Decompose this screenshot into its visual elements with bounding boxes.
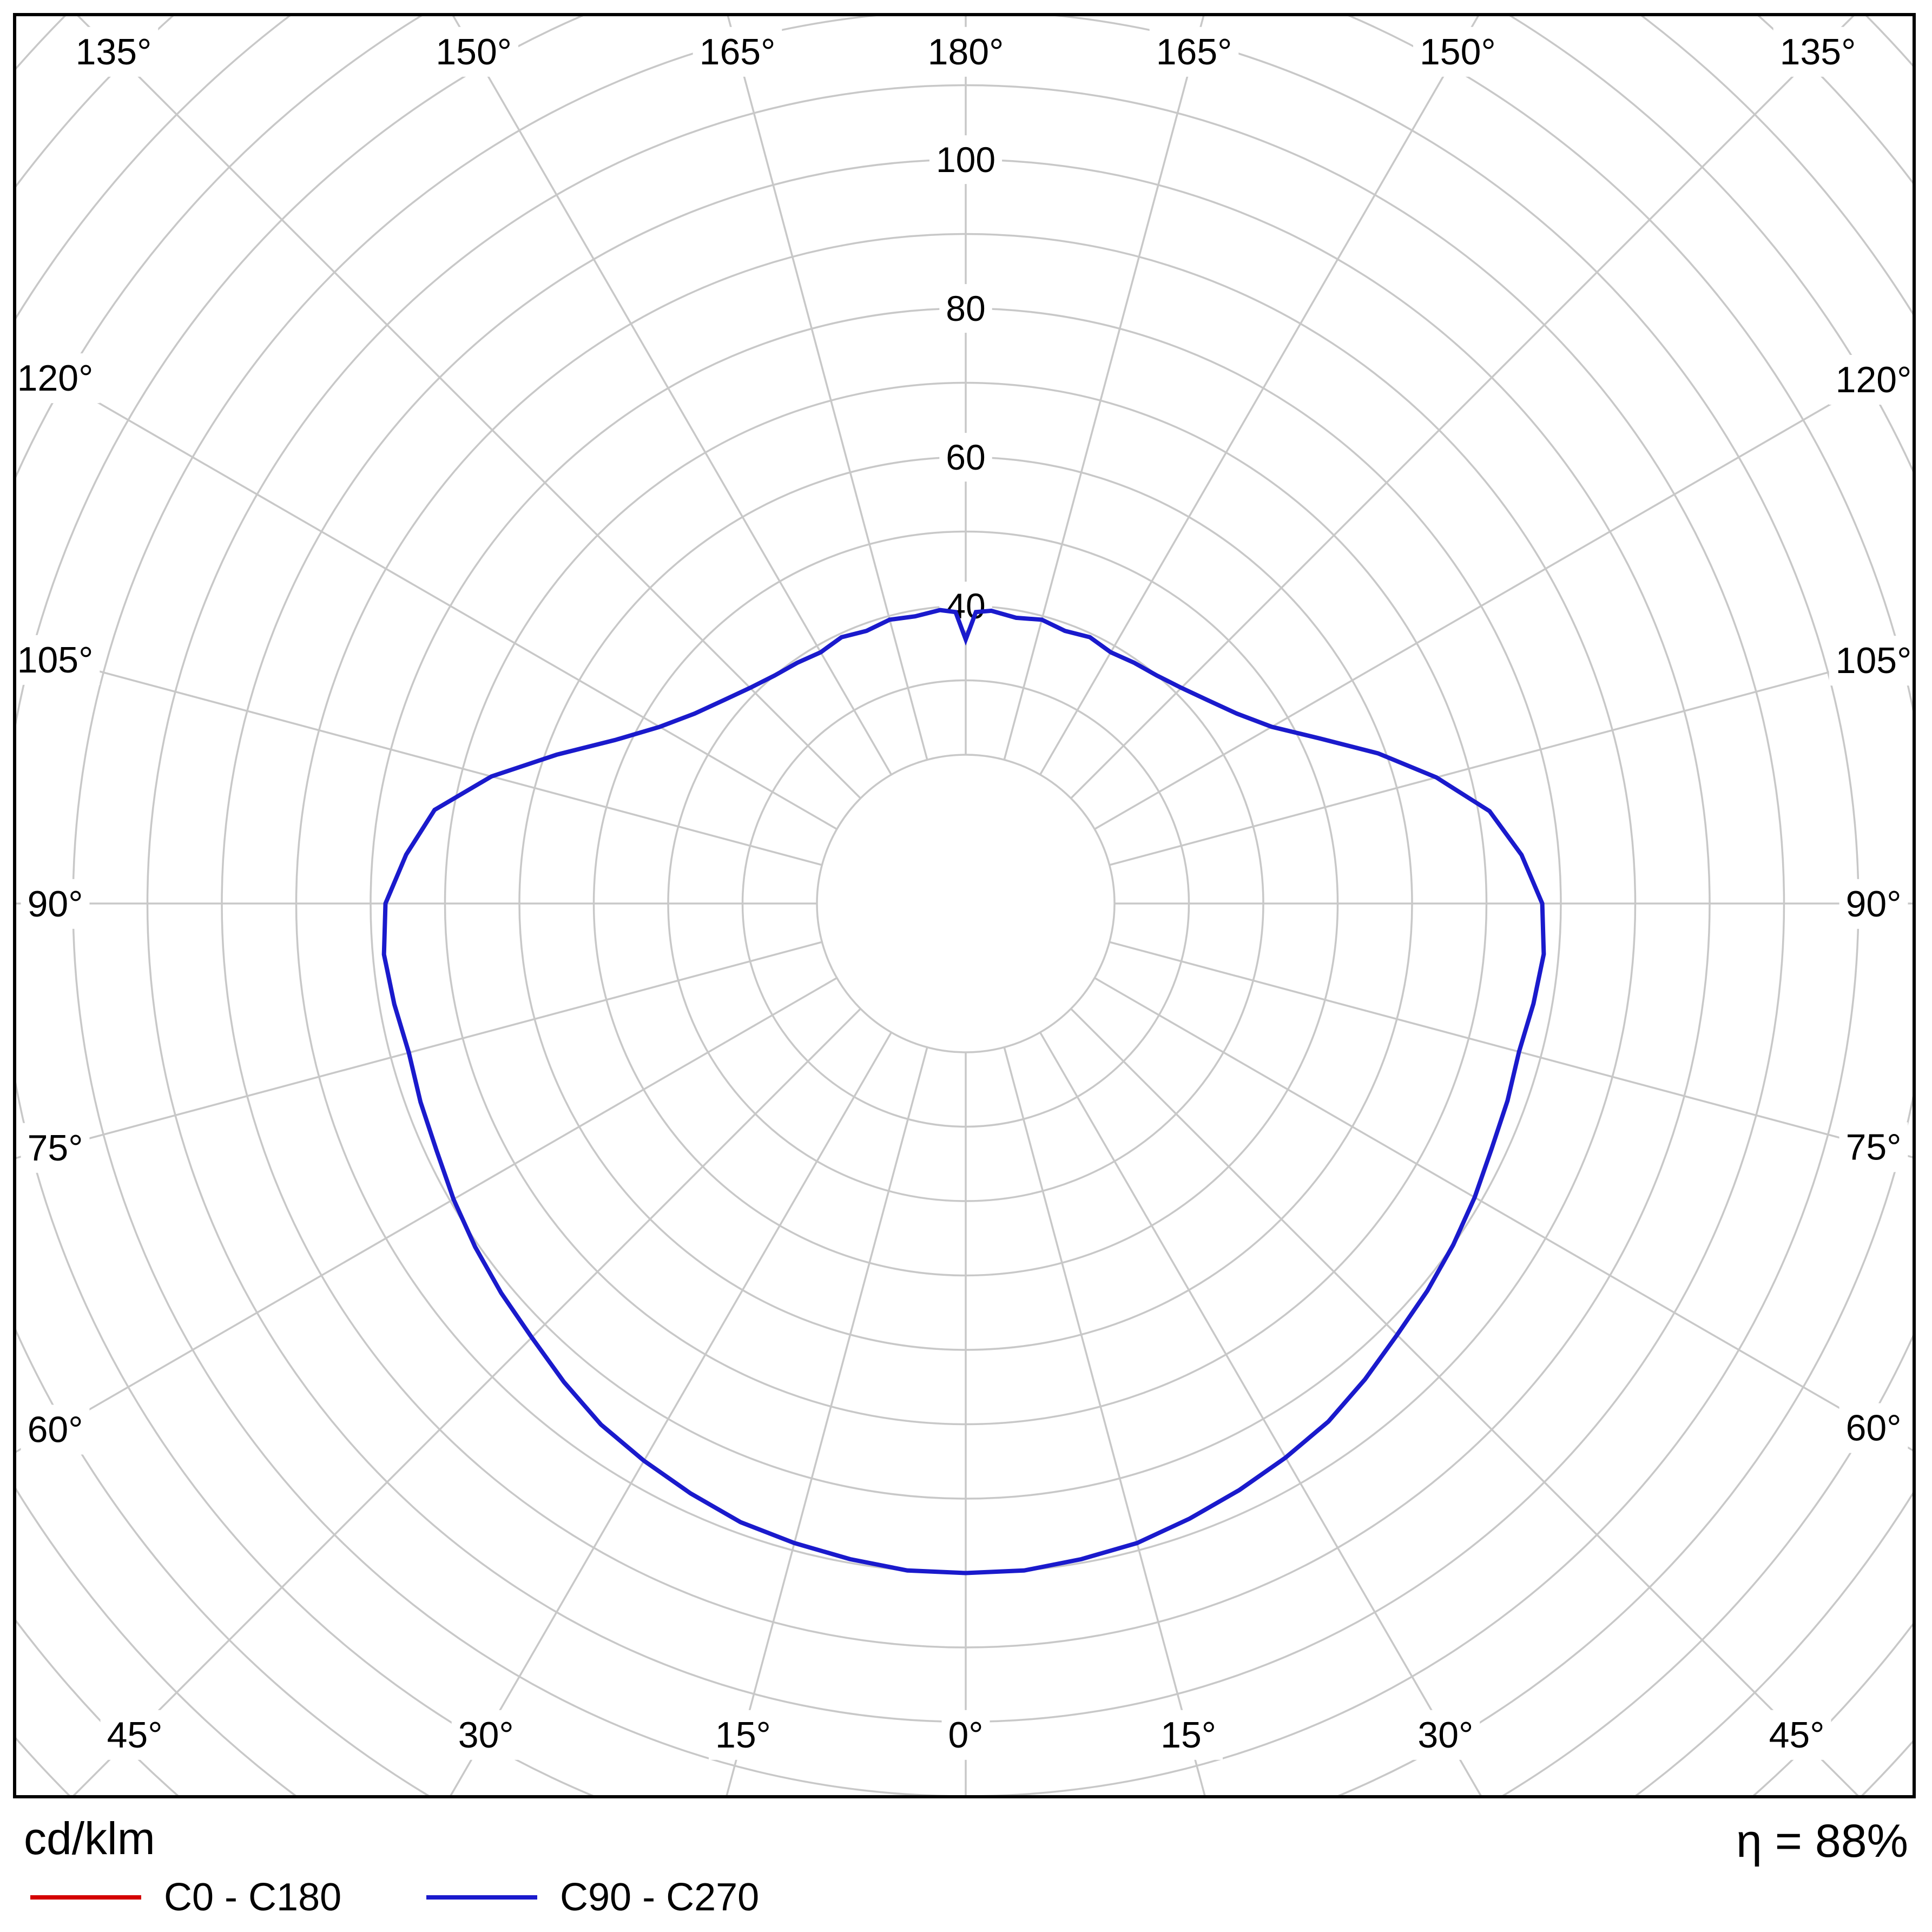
angle-tick-30-right: 30° [1417,1715,1473,1756]
grid-spoke [1003,16,1205,760]
radial-tick-80: 80 [946,288,985,328]
grid-spoke [450,1032,893,1795]
radial-tick-100-bg [929,135,1003,184]
grid-circle-180 [16,16,1913,1795]
angle-tick-30-right-bg [1411,1710,1480,1760]
angle-tick-150-right-bg [1413,27,1502,77]
angle-tick-105-right-bg [1829,636,1913,686]
angle-tick-60-right-bg [1839,1403,1908,1453]
angle-tick-15-right: 15° [1160,1715,1216,1756]
grid-spoke [16,977,838,1453]
chart-frame: 0° 15° 15° 30° 30° 45° 45° 60° 60° 75° 75° 90° 90° 10… [13,13,1916,1798]
angle-tick-135-left-bg [69,27,159,77]
angle-tick-105-right: 105° [1836,640,1912,681]
grid-spoke [1003,1047,1206,1795]
angle-tick-45-left-bg [100,1710,169,1760]
angle-tick-75-right-bg [1839,1122,1908,1172]
radial-tick-60: 60 [946,437,985,477]
grid-spoke [1039,1032,1482,1795]
angle-tick-45-right-bg [1762,1710,1831,1760]
angle-tick-120-left-bg [16,353,100,404]
angle-tick-60-right: 60° [1846,1408,1902,1449]
angle-tick-0-right-bg [941,1710,990,1760]
angle-tick-165-right: 165° [1156,31,1232,72]
angle-tick-90-left-bg [21,879,90,929]
angle-tick-90-left: 90° [28,883,83,925]
polar-chart: 0° 15° 15° 30° 30° 45° 45° 60° 60° 75° 75° 90° 90° 10… [16,16,1913,1795]
angle-tick-105-left-bg [16,635,100,685]
angle-tick-105-left: 105° [17,639,94,681]
c90-c270-curve [381,608,1546,1575]
grid-circle-140 [16,16,1913,1795]
grid-spoke [726,1047,928,1795]
grid-spoke [1070,16,1855,799]
angle-tick-60-left: 60° [28,1409,83,1450]
radial-tick-60-bg [939,433,992,482]
angle-tick-150-left-bg [429,27,519,77]
grid-circle-150 [16,16,1913,1795]
unit-label: cd/klm [24,1813,155,1864]
angle-tick-90-right-bg [1839,879,1908,929]
angle-tick-15-left: 15° [715,1715,771,1756]
radial-tick-40: 40 [946,586,985,626]
angle-tick-90-right: 90° [1846,883,1902,925]
angle-tick-30-left-bg [451,1710,520,1760]
grid-spoke [1109,649,1913,866]
c90-c270-legend-label: C90 - C270 [560,1876,760,1919]
efficiency-label: η = 88% [1736,1815,1908,1867]
grid-circle-20 [816,754,1116,1053]
grid-spoke [1094,977,1913,1452]
angle-tick-120-right: 120° [1836,359,1912,400]
grid-circle-170 [16,16,1913,1795]
grid-spoke [1039,16,1479,775]
angle-tick-135-right-bg [1773,27,1863,77]
angle-tick-150-left: 150° [436,31,512,72]
grid-spoke [16,941,822,1159]
grid-spoke [1070,1008,1859,1795]
angle-tick-120-left: 120° [17,358,94,399]
angle-tick-0-right: 0° [948,1715,983,1756]
angle-tick-15-right-bg [1154,1710,1223,1760]
angle-tick-60-left-bg [21,1405,90,1455]
angle-tick-120-right-bg [1829,355,1913,405]
angle-tick-180-right: 180° [928,31,1004,72]
angle-tick-165-left: 165° [700,31,776,72]
grid-spoke [452,16,893,775]
angle-tick-75-left-bg [21,1123,90,1173]
grid-spoke [727,16,928,760]
angle-tick-165-left-bg [693,27,782,77]
angle-tick-45-right: 45° [1769,1715,1825,1756]
angle-tick-15-left-bg [709,1710,777,1760]
angle-tick-75-left: 75° [28,1127,83,1169]
grid-circle-160 [16,16,1913,1795]
angle-tick-135-left: 135° [76,31,152,72]
radial-tick-80-bg [939,284,992,333]
grid-spoke [72,1008,861,1795]
grid-spoke [1094,355,1913,830]
legend-item-c90-c270: C90 - C270 [426,1873,759,1922]
grid-spoke [77,16,861,799]
angle-tick-45-left: 45° [107,1715,163,1756]
angle-tick-165-right-bg [1149,27,1239,77]
c0-c180-line-swatch [30,1895,141,1900]
grid-circle-130 [16,16,1913,1795]
legend-item-c0-c180: C0 - C180 [30,1873,341,1922]
angle-tick-75-right: 75° [1846,1126,1902,1168]
grid-spoke [16,354,838,830]
angle-tick-30-left: 30° [458,1715,514,1756]
grid-spoke [1109,941,1913,1158]
grid-spoke [16,648,822,866]
radial-tick-100: 100 [936,140,995,180]
angle-tick-150-right: 150° [1420,31,1496,72]
radial-tick-40-bg [939,582,992,631]
angle-tick-180-right-bg [921,27,1011,77]
c90-c270-line-swatch [426,1895,537,1900]
angle-tick-135-right: 135° [1780,31,1856,72]
c0-c180-legend-label: C0 - C180 [164,1876,342,1919]
